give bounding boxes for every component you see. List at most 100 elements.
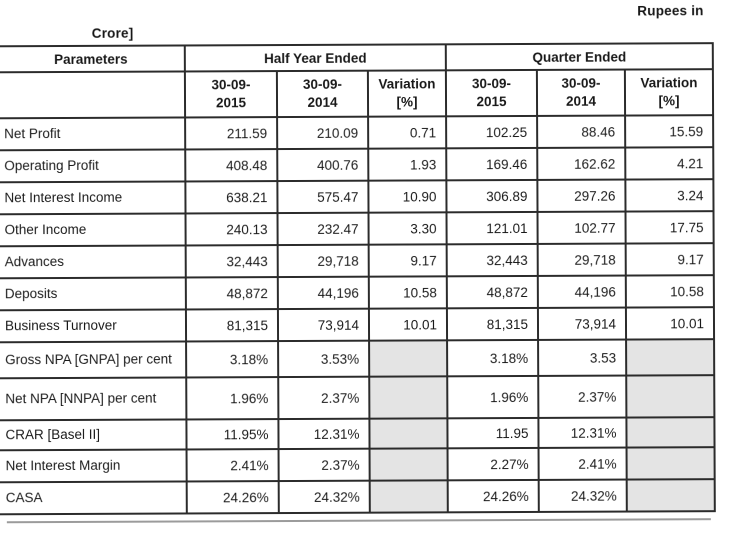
parameter-label: Other Income [0, 213, 186, 247]
hy-2014-column-header: 30-09- 2014 [276, 70, 369, 118]
variation-cell-blank [369, 418, 448, 449]
value-cell: 3.24 [625, 179, 714, 212]
value-cell: 1.93 [368, 148, 447, 181]
value-cell: 44,196 [537, 275, 626, 308]
value-cell: 400.76 [277, 148, 369, 182]
hy-variation-column-header: Variation [%] [367, 70, 447, 117]
value-cell: 575.47 [277, 180, 369, 214]
value-cell: 240.13 [185, 213, 278, 246]
value-cell: 10.90 [368, 180, 447, 213]
value-cell: 2.37% [538, 375, 627, 418]
value-cell: 73,914 [277, 308, 370, 342]
value-cell: 10.01 [368, 308, 448, 341]
parameter-label: Gross NPA [GNPA] per cent [0, 341, 187, 379]
value-cell: 12.31% [538, 417, 627, 448]
value-cell: 3.53% [278, 340, 370, 378]
parameter-label: Advances [0, 245, 186, 279]
table-row: CRAR [Basel II] 11.95% 12.31% 11.95 12.31% [0, 417, 715, 451]
table-row: Deposits 48,872 44,196 10.58 48,872 44,196 10.… [0, 275, 714, 311]
value-cell: 297.26 [537, 179, 626, 212]
table-row: Net Profit 211.59 210.09 0.71 102.25 88.46 15.… [0, 115, 714, 151]
value-cell: 32,443 [185, 245, 278, 278]
value-cell: 102.25 [446, 115, 538, 149]
value-cell: 1.96% [186, 377, 279, 420]
table-body: Net Profit 211.59 210.09 0.71 102.25 88.46 15.… [0, 115, 715, 515]
value-cell: 73,914 [537, 307, 627, 340]
value-cell: 29,718 [537, 243, 626, 276]
subheader-row: 30-09- 2015 30-09- 2014 Variation [%] 30… [0, 69, 714, 119]
q-variation-column-header: Variation [%] [624, 69, 714, 116]
value-cell: 4.21 [625, 147, 714, 180]
parameters-column-header: Parameters [0, 45, 185, 73]
table-row: Advances 32,443 29,718 9.17 32,443 29,718 9.17 [0, 243, 714, 279]
value-cell: 1.96% [447, 375, 539, 419]
value-cell: 32,443 [446, 243, 538, 277]
parameter-label: Net Interest Income [0, 181, 186, 215]
parameter-label: CRAR [Basel II] [0, 419, 187, 451]
parameter-label: Deposits [0, 277, 186, 311]
half-year-ended-group-header: Half Year Ended [184, 44, 446, 72]
value-cell: 9.17 [368, 244, 447, 277]
units-note-line1: Rupees in [637, 3, 704, 19]
units-note-line2: Crore] [91, 25, 134, 41]
value-cell: 0.71 [368, 116, 447, 149]
parameter-label: Net Interest Margin [0, 449, 187, 483]
quarter-ended-group-header: Quarter Ended [445, 43, 713, 71]
parameter-label: Net Profit [0, 117, 186, 151]
value-cell: 121.01 [446, 211, 538, 245]
variation-cell-blank [626, 479, 715, 512]
value-cell: 48,872 [185, 277, 278, 310]
variation-cell-blank [369, 480, 448, 513]
financial-results-table: Parameters Half Year Ended Quarter Ended… [0, 42, 716, 516]
value-cell: 3.53 [538, 339, 627, 376]
value-cell: 306.89 [446, 179, 538, 213]
value-cell: 2.27% [447, 447, 539, 481]
value-cell: 408.48 [185, 149, 278, 182]
variation-cell-blank [626, 417, 715, 448]
value-cell: 10.01 [625, 307, 715, 340]
value-cell: 3.30 [368, 212, 447, 245]
value-cell: 10.58 [625, 275, 714, 308]
value-cell: 81,315 [446, 307, 539, 341]
value-cell: 11.95% [186, 419, 279, 450]
q-2014-column-header: 30-09- 2014 [536, 69, 626, 116]
value-cell: 15.59 [625, 115, 714, 148]
hy-2015-column-header: 30-09- 2015 [184, 71, 278, 118]
group-header-row: Parameters Half Year Ended Quarter Ended [0, 43, 713, 73]
table-row: Net Interest Income 638.21 575.47 10.90 306.… [0, 179, 714, 215]
parameter-label: CASA [0, 481, 187, 515]
value-cell: 48,872 [446, 275, 538, 309]
value-cell: 3.18% [186, 341, 279, 378]
empty-header-cell [0, 71, 186, 119]
value-cell: 210.09 [277, 116, 369, 150]
value-cell: 2.41% [538, 447, 627, 480]
variation-cell-blank [369, 340, 448, 377]
value-cell: 11.95 [447, 417, 539, 449]
value-cell: 2.41% [186, 449, 279, 482]
value-cell: 24.32% [538, 479, 627, 512]
value-cell: 102.77 [537, 211, 626, 244]
table-row: Gross NPA [GNPA] per cent 3.18% 3.53% 3.18%… [0, 339, 715, 379]
value-cell: 10.58 [368, 276, 447, 309]
parameter-label: Business Turnover [0, 309, 187, 343]
value-cell: 162.62 [537, 147, 626, 180]
value-cell: 211.59 [185, 117, 278, 150]
value-cell: 81,315 [185, 309, 279, 342]
table-row: Other Income 240.13 232.47 3.30 121.01 102.77… [0, 211, 714, 247]
q-2015-column-header: 30-09- 2015 [445, 69, 538, 117]
variation-cell-blank [626, 447, 715, 480]
value-cell: 24.32% [278, 480, 370, 514]
value-cell: 17.75 [625, 211, 714, 244]
value-cell: 9.17 [625, 243, 714, 276]
parameter-label: Operating Profit [0, 149, 186, 183]
value-cell: 3.18% [447, 339, 539, 377]
value-cell: 24.26% [447, 479, 539, 513]
table-row: Net Interest Margin 2.41% 2.37% 2.27% 2.41% [0, 447, 715, 483]
table-bottom-scan-line [6, 518, 711, 524]
value-cell: 29,718 [277, 244, 369, 278]
value-cell: 88.46 [537, 115, 626, 148]
parameter-label: Net NPA [NNPA] per cent [0, 377, 187, 421]
variation-cell-blank [626, 339, 715, 376]
table-row: Net NPA [NNPA] per cent 1.96% 2.37% 1.96% 2.… [0, 375, 715, 421]
variation-cell-blank [369, 448, 448, 481]
